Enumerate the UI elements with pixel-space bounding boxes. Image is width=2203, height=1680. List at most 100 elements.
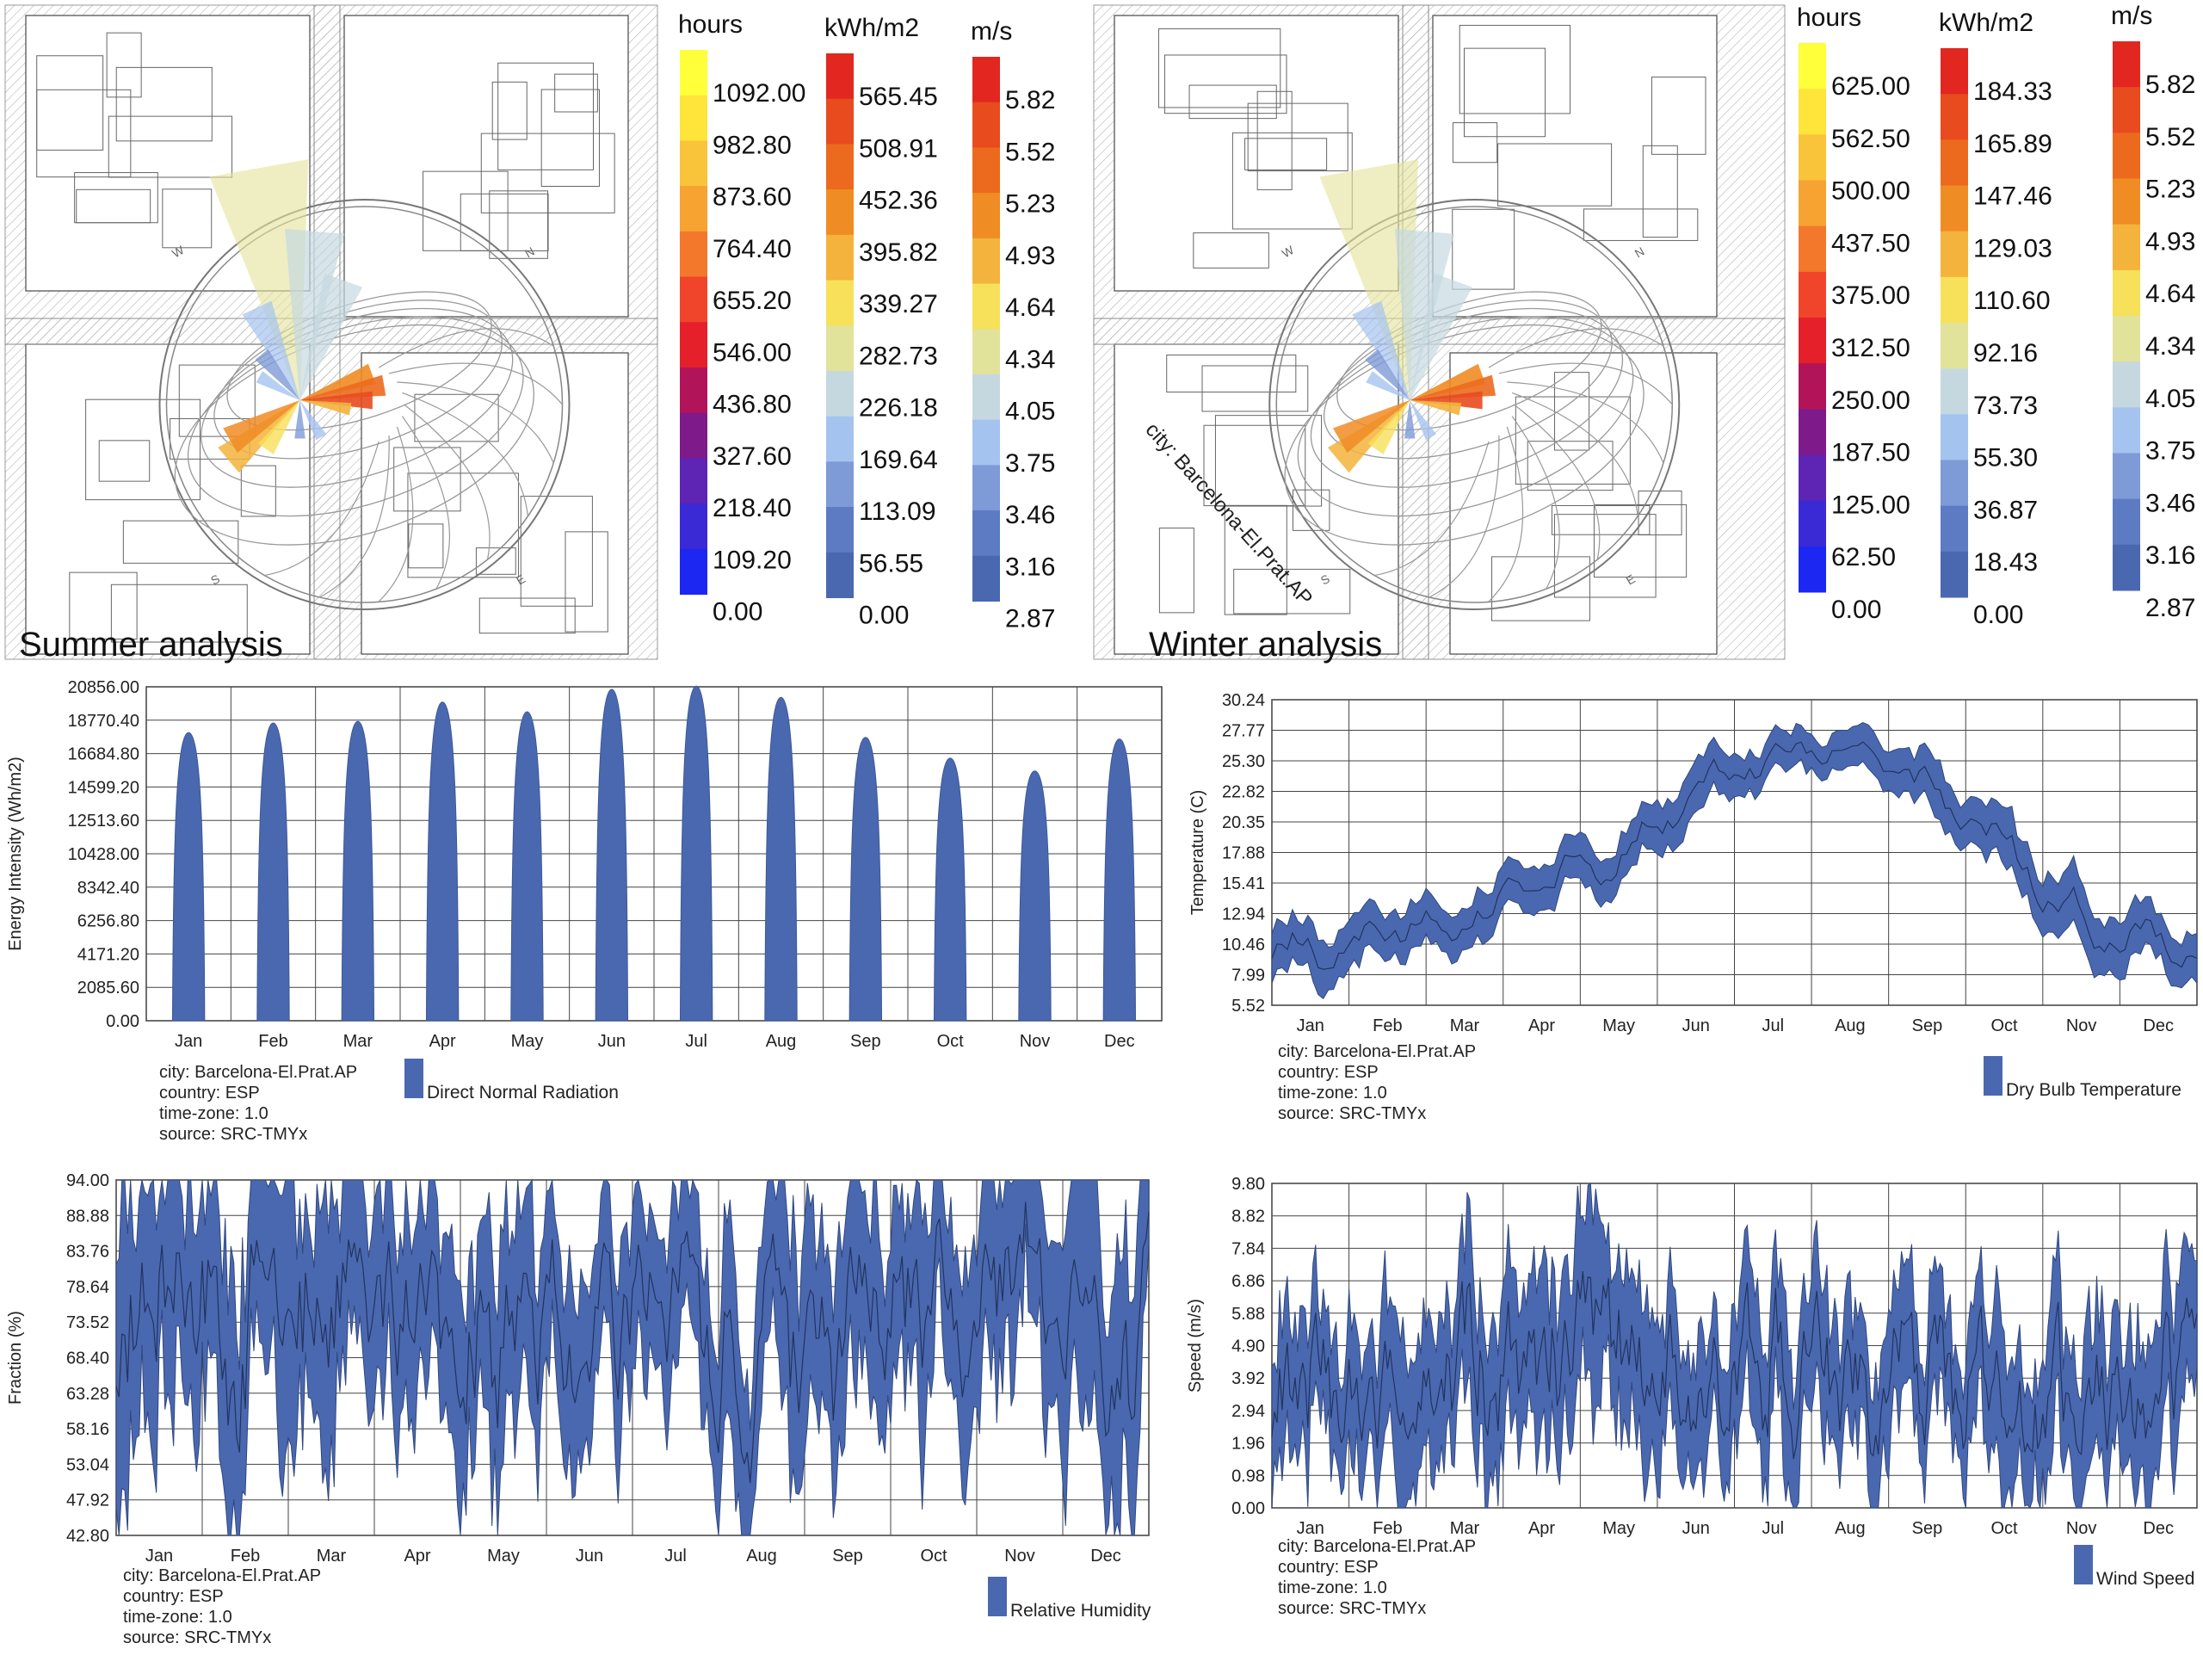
building-outline [178,364,256,437]
building-outline [162,188,213,249]
legend-swatch [972,555,1000,602]
y-tick-label: 8342.40 [77,879,139,898]
x-tick-label: Apr [1528,1016,1555,1035]
legend-tick-label: 125.00 [1831,491,1910,519]
wind-speed-chart: 0.00 0.98 1.96 2.94 3.92 4.90 5.88 6.86 7.84 8.82… [1186,1175,2198,1618]
legend-unit: m/s [2111,2,2152,30]
building-block [361,352,629,655]
building-outline [1583,208,1699,241]
building-outline [1256,90,1293,190]
legend-swatch [2113,544,2140,591]
building-outline [76,188,151,224]
building-outline [1166,354,1297,393]
building-outline [1157,28,1281,108]
legend-tick-label: 4.05 [2145,385,2195,413]
building-outline [475,547,516,575]
x-tick-label: Oct [1990,1519,2018,1538]
legend-swatch [1799,546,1826,593]
building-outline [1292,489,1330,531]
radiation-peak [1102,738,1137,1022]
chart-grid [1271,699,2198,1006]
series-legend: Wind Speed [2074,1545,2194,1589]
building-outline [122,520,239,564]
legend-tick-label: 113.09 [859,497,936,526]
legend-swatch [2113,498,2140,546]
x-tick-label: May [511,1032,544,1051]
legend-swatch [1941,460,1968,507]
mean-line [1271,741,2198,970]
legend-tick-label: 0.00 [859,602,909,630]
legend-hours: hours 625.00 562.50 500.00 437.50 375.00 312.5… [1797,3,1910,624]
radiation-peak [171,732,206,1022]
legend-tick-label: 0.00 [713,598,762,627]
x-tick-label: Aug [766,1032,797,1051]
legend-tick-label: 4.64 [1005,293,1055,322]
data-series [1271,1183,2198,1509]
legend-swatch [988,1577,1007,1616]
legend-swatch [680,322,707,368]
y-tick-label: 2.94 [1231,1402,1265,1421]
x-tick-label: Mar [1450,1519,1480,1538]
wind-rose-petal [1352,300,1410,400]
y-tick-label: 8.82 [1231,1208,1265,1226]
x-tick-label: Mar [1450,1016,1480,1035]
building-outline [106,32,142,98]
legend-swatch [680,458,707,504]
value-band [1271,721,2198,1000]
legend-tick-label: 4.93 [2145,227,2195,256]
building-outline [1515,396,1631,485]
wind-rose-petal [1410,400,1462,416]
y-tick-label: 15.41 [1222,874,1265,893]
legend-swatch [1984,1056,2002,1096]
legend-tick-label: 5.52 [1005,138,1055,166]
building-outline [565,531,608,633]
radiation-peak [679,685,713,1022]
x-tick-label: Apr [404,1547,430,1566]
x-tick-label: Jul [1762,1016,1785,1035]
legend-tick-label: 4.34 [2145,332,2195,361]
x-tick-label: Nov [2066,1016,2097,1035]
x-tick-label: Jul [685,1032,707,1051]
x-tick-label: Jan [1297,1519,1324,1538]
building-outline [520,496,593,607]
legend-swatch [1799,409,1826,455]
sun-path-hour-line [402,392,528,516]
building-outline [1201,365,1309,412]
legend-swatch [680,186,707,232]
wind-rose-petal [218,400,300,473]
y-tick-label: 78.64 [66,1278,109,1297]
y-tick-label: 12513.60 [68,812,139,831]
sun-path-hour-line [1374,441,1490,577]
legend-swatch [1799,500,1826,547]
legend-tick-label: 109.20 [713,546,792,574]
legend-swatch [972,283,1000,330]
wind-rose-petal [1410,400,1437,441]
building-outline [1551,504,1651,535]
legend-label: Relative Humidity [1010,1601,1151,1621]
direct-normal-radiation-chart: 0.00 2085.60 4171.20 6256.80 8342.40 10428.00… [6,678,1163,1144]
legend-swatch [680,95,707,141]
legend-tick-label: 0.00 [1831,596,1881,624]
x-tick-label: Oct [920,1547,947,1566]
legend-tick-label: 5.23 [1005,190,1055,219]
value-band [115,1178,1150,1536]
legend-tick-label: 3.75 [1005,449,1055,478]
building-outline [1651,77,1706,155]
building-outline [1158,528,1194,614]
sun-path-hour-line [404,404,491,560]
legend-swatch [1799,43,1826,90]
legend-swatch [826,53,854,100]
meta-timezone: time-zone: 1.0 [1278,1578,1387,1597]
sun-path-outer-ring [1268,199,1681,610]
building-outline [1463,47,1546,138]
legend-tick-label: 55.30 [1973,444,2038,472]
legend-swatch [1799,318,1826,364]
legend-tick-label: 375.00 [1831,281,1910,310]
sun-path-hour-line [388,362,563,405]
building-block [343,15,629,318]
x-tick-label: Dec [2143,1519,2174,1538]
y-tick-label: 4171.20 [77,945,139,964]
legend-swatch [680,412,707,459]
wind-rose-petal [1410,391,1483,410]
legend-tick-label: 250.00 [1831,386,1910,415]
